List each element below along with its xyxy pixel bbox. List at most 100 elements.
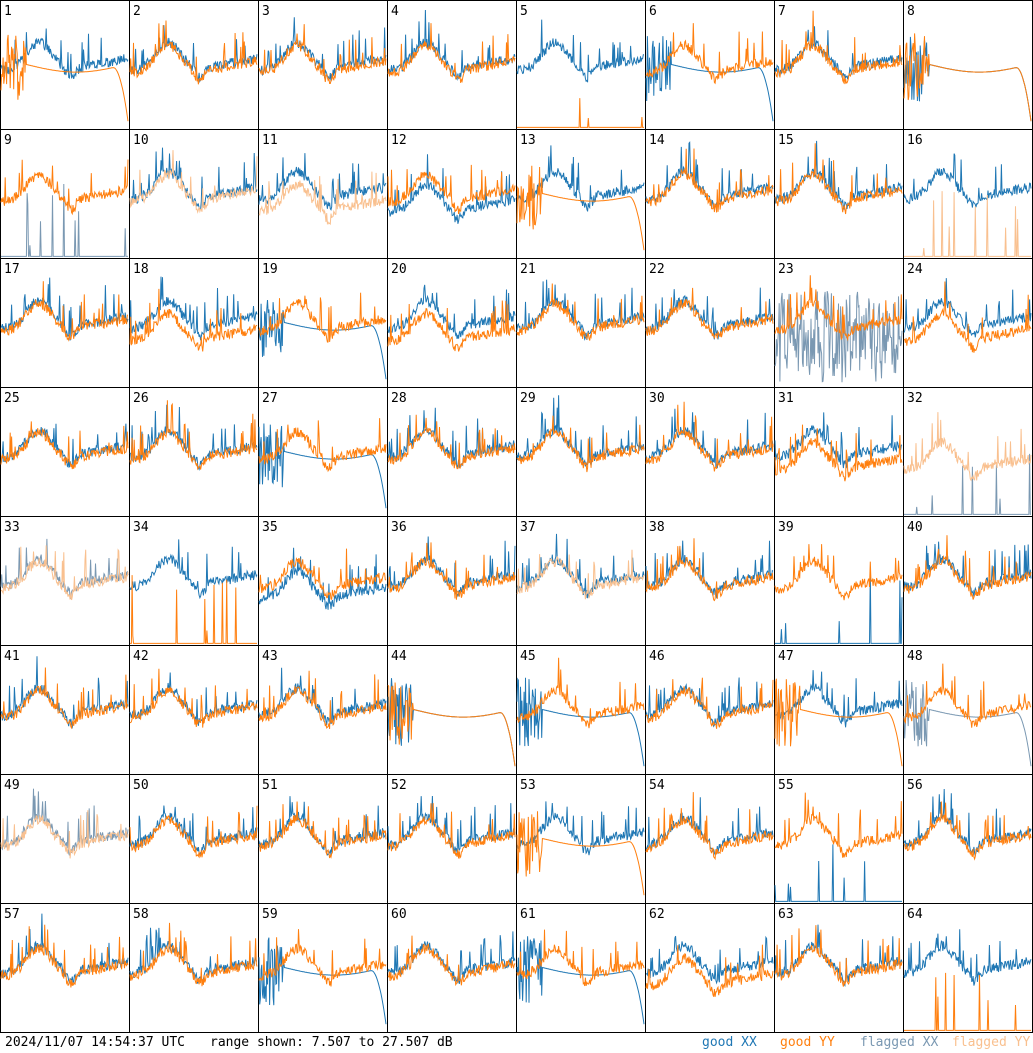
tile-label: 8	[907, 4, 915, 19]
tile-54: 54	[645, 774, 775, 904]
trace-yy-tile-13	[516, 165, 645, 251]
timestamp: 2024/11/07 14:54:37 UTC	[5, 1035, 186, 1050]
tile-label: 58	[133, 907, 149, 922]
tile-label: 52	[391, 778, 407, 793]
trace-yy-tile-39	[774, 544, 903, 601]
trace-yy-tile-28	[387, 414, 516, 470]
tile-48: 48	[903, 645, 1033, 775]
tile-47: 47	[774, 645, 904, 775]
trace-yy-tile-52	[387, 803, 516, 859]
tile-12: 12	[387, 129, 517, 259]
tile-55: 55	[774, 774, 904, 904]
tile-label: 13	[520, 133, 536, 148]
tile-11: 11	[258, 129, 388, 259]
tile-label: 9	[4, 133, 12, 148]
trace-xx-tile-17	[0, 277, 129, 341]
tile-label: 34	[133, 520, 149, 535]
trace-xx-tile-9	[1, 183, 128, 257]
trace-xx-tile-5	[516, 19, 644, 83]
trace-yy-tile-19	[258, 292, 387, 343]
trace-xx-tile-64	[903, 929, 1032, 986]
trace-xx-tile-32	[904, 453, 1031, 515]
tile-17: 17	[0, 258, 130, 388]
tile-56: 56	[903, 774, 1033, 904]
tile-label: 2	[133, 4, 141, 19]
tile-label: 35	[262, 520, 278, 535]
tile-label: 49	[4, 778, 20, 793]
tile-62: 62	[645, 903, 775, 1033]
tile-label: 19	[262, 262, 278, 277]
tile-6: 6	[645, 0, 775, 130]
tile-label: 28	[391, 391, 407, 406]
tile-3: 3	[258, 0, 388, 130]
tile-27: 27	[258, 387, 388, 517]
tile-frame	[258, 903, 388, 1033]
trace-yy-tile-47	[774, 678, 903, 767]
trace-yy-tile-41	[0, 667, 129, 730]
trace-yy-tile-27	[258, 418, 387, 473]
tile-label: 4	[391, 4, 399, 19]
tile-33: 33	[0, 516, 130, 646]
trace-xx-tile-51	[258, 796, 387, 856]
tile-label: 1	[4, 4, 12, 19]
tile-44: 44	[387, 645, 517, 775]
tile-label: 53	[520, 778, 536, 793]
trace-yy-tile-43	[258, 670, 387, 730]
legend-good-xx: good XX	[702, 1035, 757, 1050]
trace-xx-tile-14	[645, 141, 774, 210]
trace-yy-tile-12	[387, 164, 516, 214]
tile-label: 54	[649, 778, 665, 793]
trace-yy-tile-8	[903, 33, 1032, 122]
trace-yy-tile-31	[774, 424, 903, 482]
tile-31: 31	[774, 387, 904, 517]
tile-label: 17	[4, 262, 20, 277]
tile-30: 30	[645, 387, 775, 517]
trace-yy-tile-35	[258, 548, 387, 601]
tile-34: 34	[129, 516, 259, 646]
tile-50: 50	[129, 774, 259, 904]
tile-label: 31	[778, 391, 794, 406]
tile-19: 19	[258, 258, 388, 388]
legend-flagged-yy: flagged YY	[952, 1035, 1031, 1050]
tile-label: 63	[778, 907, 794, 922]
tile-label: 43	[262, 649, 278, 664]
trace-yy-tile-64	[904, 972, 1031, 1031]
tile-label: 40	[907, 520, 923, 535]
tile-label: 16	[907, 133, 923, 148]
tile-61: 61	[516, 903, 646, 1033]
tile-label: 36	[391, 520, 407, 535]
trace-yy-tile-36	[387, 542, 516, 600]
trace-yy-tile-61	[516, 929, 645, 987]
tile-28: 28	[387, 387, 517, 517]
trace-yy-tile-50	[129, 805, 258, 859]
trace-yy-tile-57	[0, 924, 129, 988]
trace-xx-tile-21	[516, 279, 645, 341]
tile-63: 63	[774, 903, 904, 1033]
trace-yy-tile-25	[0, 421, 129, 470]
trace-yy-tile-63	[774, 925, 903, 987]
tile-frame	[903, 516, 1033, 646]
tile-13: 13	[516, 129, 646, 259]
tile-4: 4	[387, 0, 517, 130]
tile-25: 25	[0, 387, 130, 517]
trace-xx-tile-26	[129, 404, 258, 471]
tile-42: 42	[129, 645, 259, 775]
tile-43: 43	[258, 645, 388, 775]
trace-yy-tile-3	[258, 24, 387, 84]
trace-yy-tile-51	[258, 801, 387, 859]
trace-yy-tile-9	[0, 159, 129, 216]
trace-yy-tile-4	[387, 23, 516, 84]
tile-label: 61	[520, 907, 536, 922]
tile-label: 51	[262, 778, 278, 793]
tile-label: 39	[778, 520, 794, 535]
tile-label: 60	[391, 907, 407, 922]
tile-18: 18	[129, 258, 259, 388]
trace-yy-tile-14	[645, 148, 774, 213]
tile-label: 32	[907, 391, 923, 406]
trace-yy-tile-15	[774, 143, 903, 215]
tile-58: 58	[129, 903, 259, 1033]
trace-yy-tile-26	[129, 400, 258, 471]
trace-yy-tile-16	[904, 191, 1031, 257]
trace-xx-tile-1	[0, 28, 129, 80]
tile-60: 60	[387, 903, 517, 1033]
